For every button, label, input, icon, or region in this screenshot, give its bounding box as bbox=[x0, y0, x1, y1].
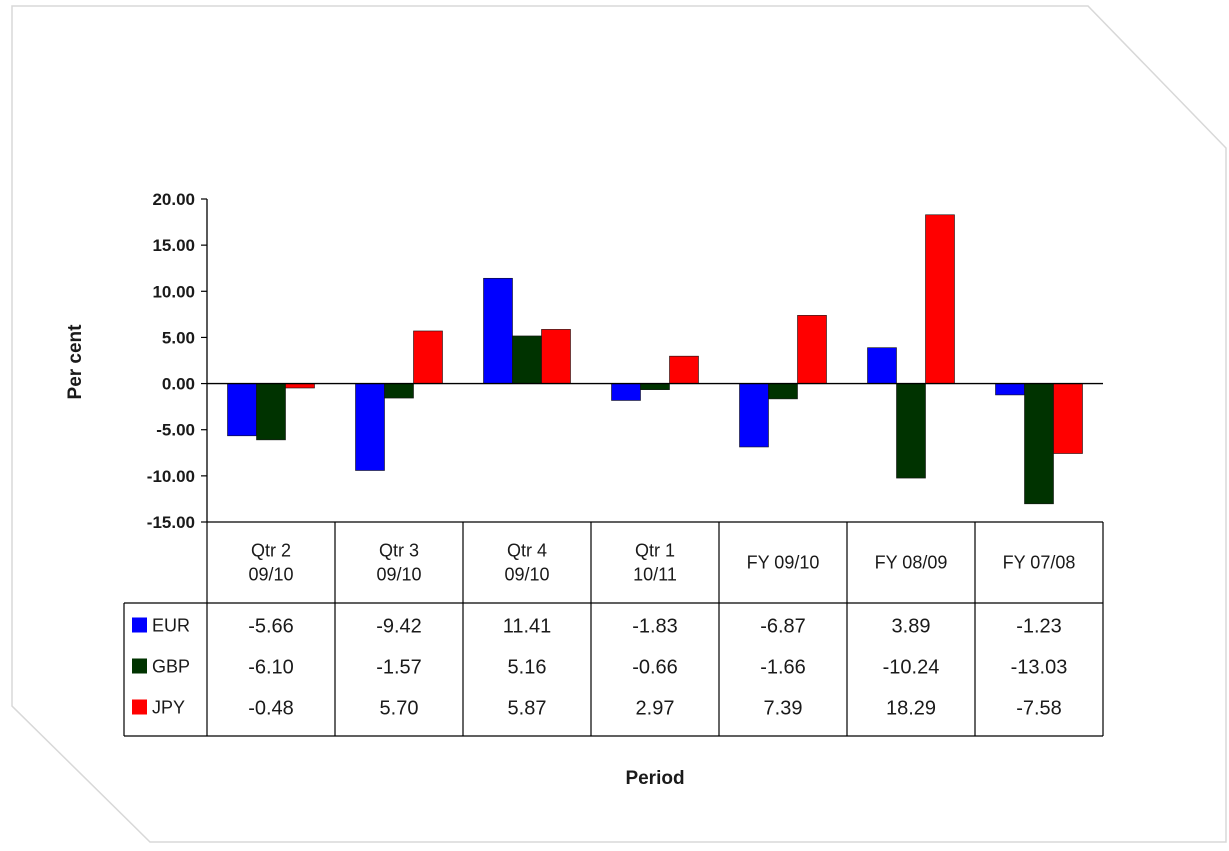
y-tick-label: 15.00 bbox=[152, 236, 195, 255]
category-label: 10/11 bbox=[633, 565, 677, 585]
y-tick-label: -15.00 bbox=[147, 513, 195, 532]
data-label: -1.57 bbox=[376, 657, 422, 679]
legend-label-gbp: GBP bbox=[152, 657, 190, 677]
data-label: 5.87 bbox=[508, 698, 547, 720]
card-background bbox=[11, 5, 1227, 843]
bar-gbp bbox=[512, 335, 542, 384]
legend-label-jpy: JPY bbox=[152, 698, 185, 718]
y-tick-label: -10.00 bbox=[147, 467, 195, 486]
y-tick-label: 20.00 bbox=[152, 190, 195, 209]
bar-jpy bbox=[1053, 383, 1083, 454]
legend-key-eur bbox=[132, 617, 147, 633]
data-label: -0.48 bbox=[248, 698, 294, 720]
bar-gbp bbox=[768, 383, 798, 400]
legend-label-eur: EUR bbox=[152, 616, 190, 636]
bar-eur bbox=[867, 347, 897, 384]
data-label: -6.87 bbox=[760, 616, 806, 638]
data-label: 18.29 bbox=[886, 698, 936, 720]
y-tick-label: -5.00 bbox=[156, 421, 195, 440]
category-label: Qtr 1 bbox=[635, 541, 675, 561]
bar-eur bbox=[611, 383, 641, 401]
data-label: -6.10 bbox=[248, 657, 294, 679]
data-label: 5.16 bbox=[508, 657, 547, 679]
data-label: -1.23 bbox=[1016, 616, 1062, 638]
category-label: Qtr 2 bbox=[251, 541, 291, 561]
data-label: 2.97 bbox=[636, 698, 675, 720]
data-label: -10.24 bbox=[883, 657, 940, 679]
bar-jpy bbox=[285, 383, 315, 389]
category-label: FY 07/08 bbox=[1003, 553, 1076, 573]
bar-gbp bbox=[256, 383, 286, 441]
bar-eur bbox=[995, 383, 1025, 396]
category-label: FY 08/09 bbox=[875, 553, 948, 573]
y-axis-title: Per cent bbox=[65, 324, 86, 400]
data-label: -13.03 bbox=[1011, 657, 1068, 679]
y-tick-label: 0.00 bbox=[162, 375, 195, 394]
bar-eur bbox=[483, 277, 513, 384]
x-axis-title: Period bbox=[625, 768, 684, 789]
bar-gbp bbox=[384, 383, 414, 399]
bar-gbp bbox=[1024, 383, 1054, 505]
data-label: 3.89 bbox=[892, 616, 931, 638]
category-label: Qtr 4 bbox=[507, 541, 547, 561]
y-tick-label: 5.00 bbox=[162, 328, 195, 347]
bar-gbp bbox=[640, 383, 670, 390]
bar-gbp bbox=[896, 383, 926, 479]
category-label: Qtr 3 bbox=[379, 541, 419, 561]
data-label: -9.42 bbox=[376, 616, 422, 638]
data-label: -5.66 bbox=[248, 616, 294, 638]
y-tick-label: 10.00 bbox=[152, 282, 195, 301]
data-label: 5.70 bbox=[380, 698, 419, 720]
data-label: 7.39 bbox=[764, 698, 803, 720]
data-label: -1.83 bbox=[632, 616, 678, 638]
bar-jpy bbox=[413, 330, 443, 384]
data-label: -0.66 bbox=[632, 657, 678, 679]
category-label: FY 09/10 bbox=[747, 553, 820, 573]
bar-jpy bbox=[669, 355, 699, 384]
category-label: 09/10 bbox=[376, 565, 421, 585]
category-label: 09/10 bbox=[248, 565, 293, 585]
data-label: -1.66 bbox=[760, 657, 806, 679]
bar-eur bbox=[739, 383, 769, 448]
legend-key-gbp bbox=[132, 658, 147, 674]
bar-eur bbox=[355, 383, 385, 471]
data-label: -7.58 bbox=[1016, 698, 1062, 720]
bar-jpy bbox=[541, 329, 571, 384]
data-label: 11.41 bbox=[503, 616, 552, 638]
bar-jpy bbox=[797, 315, 827, 384]
bar-jpy bbox=[925, 214, 955, 384]
bar-eur bbox=[227, 383, 257, 437]
legend-key-jpy bbox=[132, 699, 147, 715]
category-label: 09/10 bbox=[504, 565, 549, 585]
